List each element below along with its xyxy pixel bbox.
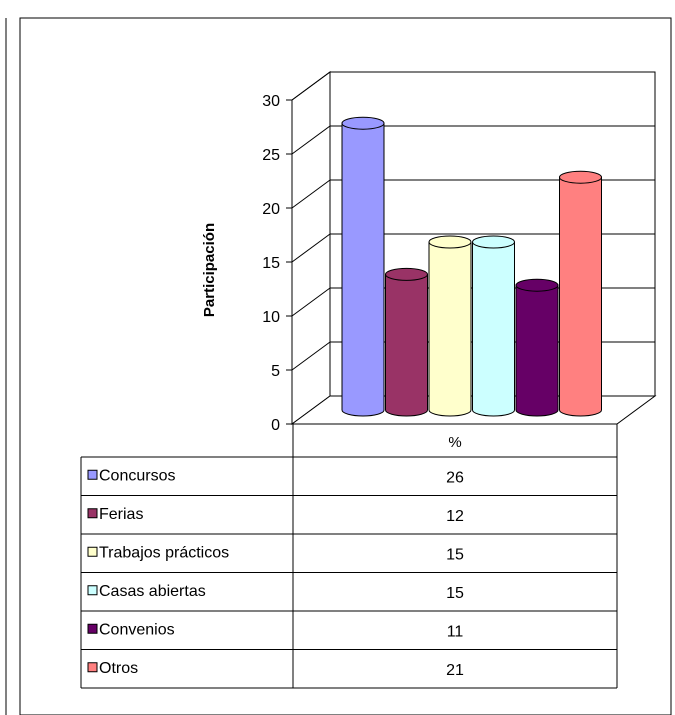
- table-row: Concursos 26: [87, 467, 464, 486]
- y-axis-label: Participación: [201, 223, 218, 317]
- legend-label: Convenios: [99, 621, 175, 638]
- legend-label: Concursos: [99, 467, 175, 484]
- legend-swatch: [87, 469, 98, 480]
- y-tick-label: 20: [262, 201, 280, 218]
- bar-casas-abiertas: [472, 235, 515, 417]
- bar-body: [341, 122, 385, 417]
- table-row: Otros 21: [87, 660, 464, 679]
- series-header: %: [448, 434, 461, 451]
- y-tick-label: 15: [262, 255, 280, 272]
- table-row: Trabajos prácticos 15: [87, 544, 464, 563]
- bar-top: [428, 235, 472, 249]
- gridline-side: [291, 233, 331, 263]
- legend-swatch: [87, 508, 98, 519]
- bar-body: [559, 176, 602, 417]
- bar-top: [559, 170, 602, 184]
- data-value: 15: [446, 585, 464, 602]
- bar-concursos: [341, 116, 385, 417]
- table-row: Ferias 12: [87, 506, 464, 525]
- legend-swatch: [87, 623, 98, 634]
- bar-top: [341, 116, 385, 130]
- data-value: 21: [446, 662, 464, 679]
- data-value: 11: [447, 623, 464, 640]
- y-tick-label: 0: [271, 417, 280, 434]
- gridline-side: [291, 341, 331, 371]
- data-value: 15: [446, 546, 464, 563]
- y-tick-label: 10: [262, 309, 280, 326]
- table-row: Convenios 11: [87, 621, 464, 640]
- legend-swatch: [87, 662, 98, 673]
- bar-otros: [559, 170, 602, 417]
- bar-top: [385, 267, 428, 281]
- bar-body: [515, 284, 559, 417]
- bars: [341, 116, 602, 417]
- bar-ferias: [385, 267, 428, 417]
- gridline-side: [291, 125, 331, 155]
- table-row: Casas abiertas 15: [87, 583, 464, 602]
- legend-swatch: [87, 585, 98, 596]
- bar-body: [428, 241, 472, 417]
- legend-label: Casas abiertas: [99, 583, 206, 600]
- bar-top: [515, 278, 559, 292]
- gridline-side: [291, 71, 331, 101]
- y-tick-label: 5: [271, 363, 280, 380]
- data-value: 26: [446, 469, 464, 486]
- gridline-side: [291, 179, 331, 209]
- bar-top: [472, 235, 515, 249]
- y-tick-label: 30: [262, 93, 280, 110]
- gridline-side: [291, 287, 331, 317]
- data-value: 12: [446, 508, 464, 525]
- legend-label: Otros: [99, 660, 138, 677]
- data-table: % Concursos 26 Ferias 12 Trabajos prácticos 1…: [80, 424, 618, 689]
- legend-swatch: [87, 546, 98, 557]
- bar-convenios: [515, 278, 559, 417]
- legend-label: Trabajos prácticos: [99, 544, 229, 561]
- bar-body: [472, 241, 515, 417]
- bar-trabajos-prácticos: [428, 235, 472, 417]
- y-axis: 0 5 10 15 20 25 30: [262, 93, 292, 434]
- y-tick-label: 25: [262, 147, 280, 164]
- legend-label: Ferias: [99, 506, 143, 523]
- bar-body: [385, 273, 428, 417]
